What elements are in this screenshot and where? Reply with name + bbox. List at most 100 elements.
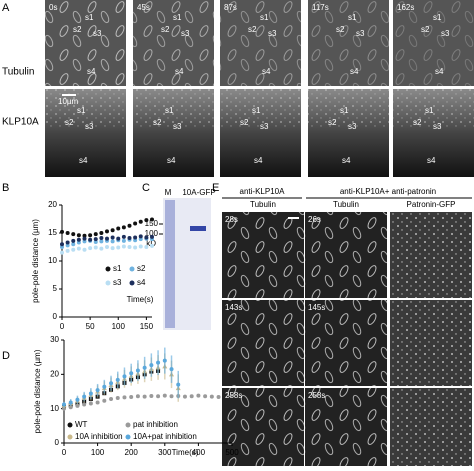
data-point	[60, 242, 64, 247]
legend-label: WT	[75, 420, 88, 429]
spindle-label: s2	[65, 118, 74, 127]
y-tick-label: 0	[53, 312, 58, 321]
data-point	[76, 233, 81, 238]
spindle-label: s4	[427, 156, 436, 165]
data-point	[102, 384, 107, 389]
data-point	[82, 402, 87, 407]
data-point	[65, 248, 70, 253]
data-point	[105, 236, 109, 241]
x-tick-label: 0	[60, 322, 65, 331]
time-label: 145s	[308, 303, 325, 312]
group-header: anti-KLP10A+ anti-patronin	[340, 187, 436, 196]
data-point	[68, 405, 73, 410]
spindle-label: s1	[252, 106, 261, 115]
legend-swatch	[67, 434, 73, 440]
micrograph-texture	[308, 89, 389, 129]
time-label: 117s	[312, 3, 329, 12]
x-tick-label: 50	[86, 322, 95, 331]
mw-label: 100	[145, 229, 159, 238]
data-point	[127, 223, 132, 228]
time-label: 0s	[49, 3, 57, 12]
data-point	[71, 232, 76, 237]
spindle-label: s1	[425, 106, 434, 115]
data-point	[169, 367, 174, 372]
protein-band	[190, 226, 206, 231]
x-tick-label: 100	[112, 322, 126, 331]
data-point	[129, 394, 134, 399]
spindle-label: s1	[165, 106, 174, 115]
data-point	[127, 236, 132, 241]
data-point	[122, 374, 127, 379]
legend-label: s3	[113, 278, 122, 287]
data-point	[105, 229, 109, 234]
micrograph-texture	[305, 300, 387, 386]
spindle-label: s3	[268, 29, 277, 38]
data-point	[95, 388, 100, 393]
data-point	[196, 393, 201, 398]
data-point	[60, 229, 64, 234]
spindle-label: s3	[441, 29, 450, 38]
spindle-label: s2	[328, 118, 337, 127]
micrograph-texture	[390, 212, 472, 298]
spindle-label: s3	[433, 122, 442, 131]
data-point	[68, 400, 73, 405]
column-header: Tubulin	[333, 200, 359, 209]
y-axis-title: pole-pole distance (µm)	[31, 219, 40, 303]
micrograph-texture	[390, 300, 472, 386]
panel-label: D	[2, 350, 10, 362]
spindle-label: s2	[73, 25, 82, 34]
x-tick-label: 0	[62, 448, 67, 457]
lane-label: 10A-GFP	[182, 188, 215, 197]
y-tick-label: 0	[55, 438, 60, 447]
spindle-label: s2	[421, 25, 430, 34]
spindle-label: s3	[173, 122, 182, 131]
data-point	[75, 397, 80, 402]
data-point	[133, 235, 138, 240]
data-point	[121, 234, 126, 239]
legend-label: 10A+pat inhibition	[133, 432, 197, 441]
legend-label: s4	[137, 278, 146, 287]
spindle-label: s3	[181, 29, 190, 38]
spindle-label: s1	[348, 13, 357, 22]
micrograph-texture	[222, 212, 304, 298]
data-point	[144, 245, 149, 249]
data-point	[135, 394, 140, 399]
data-point	[169, 394, 174, 399]
data-point	[76, 240, 81, 245]
x-tick-label: 200	[125, 448, 139, 457]
data-point	[75, 403, 80, 408]
data-point	[99, 236, 104, 241]
legend-swatch	[129, 266, 135, 272]
data-point	[116, 245, 121, 250]
spindle-label: s3	[93, 29, 102, 38]
spindle-label: s1	[173, 13, 182, 22]
spindle-label: s1	[260, 13, 269, 22]
y-tick-label: 20	[50, 369, 59, 378]
data-point	[71, 247, 76, 252]
y-tick-label: 5	[53, 284, 58, 293]
y-axis-title: pole-pole distance (µm)	[33, 349, 42, 433]
spindle-label: s2	[413, 118, 422, 127]
spindle-label: s4	[262, 67, 271, 76]
data-point	[149, 393, 154, 398]
micrograph-texture	[393, 0, 474, 86]
x-tick-label: 400	[192, 448, 206, 457]
data-point	[105, 245, 109, 249]
time-label: 45s	[137, 3, 150, 12]
mw-label: 150	[145, 219, 159, 228]
spindle-label: s3	[356, 29, 365, 38]
group-header: anti-KLP10A	[240, 187, 286, 196]
y-tick-label: 30	[50, 335, 59, 344]
micrograph-texture	[45, 89, 126, 129]
data-point	[82, 247, 87, 252]
data-point	[133, 221, 138, 226]
time-label: 258s	[225, 391, 242, 400]
data-point	[142, 365, 147, 370]
legend-label: 10A inhibition	[75, 432, 123, 441]
time-label: 87s	[224, 3, 237, 12]
y-tick-label: 10	[50, 404, 59, 413]
data-point	[209, 394, 214, 399]
data-point	[60, 250, 64, 255]
